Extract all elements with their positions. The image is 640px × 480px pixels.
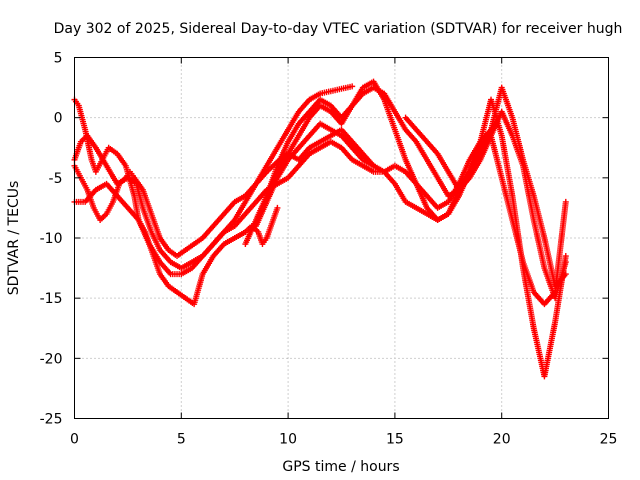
x-tick-label: 0 [70,432,79,448]
x-tick-label: 20 [493,432,511,448]
x-tick-label: 10 [279,432,297,448]
x-tick-label: 15 [386,432,404,448]
data-point [562,259,569,266]
series-8 [402,108,569,302]
series-6 [242,78,569,380]
chart-title: Day 302 of 2025, Sidereal Day-to-day VTE… [54,21,623,37]
x-axis-label: GPS time / hours [282,459,399,475]
data-points [71,78,569,380]
series-3 [71,126,377,260]
data-point [562,198,569,205]
y-tick-label: 0 [54,111,63,127]
axis-ticks: 0 5 10 15 20 25 -25 -20 -15 -10 -5 0 5 [40,51,618,448]
x-tick-label: 25 [600,432,618,448]
data-point [274,204,281,211]
series-2 [71,96,281,308]
y-tick-label: 5 [54,51,63,67]
y-tick-label: -5 [49,171,63,187]
y-axis-label: SDTVAR / TECUs [6,181,22,296]
data-point [562,253,569,260]
x-tick-label: 5 [177,432,186,448]
y-tick-label: -20 [40,351,63,367]
data-point [349,83,356,90]
y-tick-label: -15 [40,291,63,307]
y-tick-label: -10 [40,231,63,247]
series-5 [253,120,569,308]
y-tick-label: -25 [40,412,63,428]
series-4 [71,126,495,278]
